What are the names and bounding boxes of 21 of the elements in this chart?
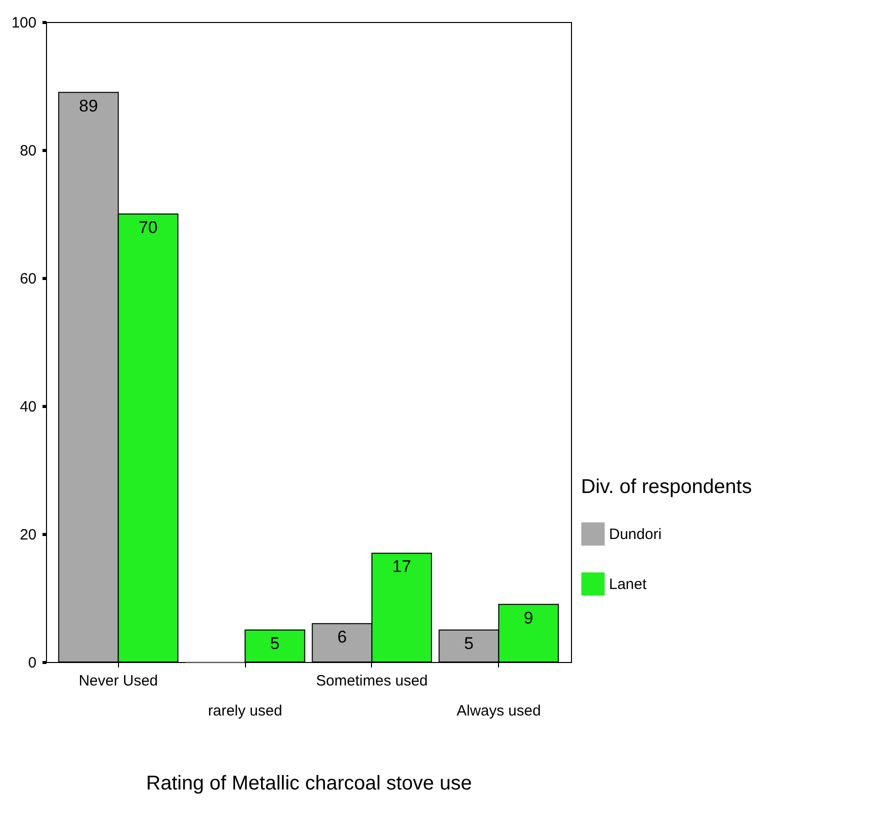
data-label: 6: [337, 628, 347, 647]
data-label: 5: [270, 634, 280, 653]
x-tick-label: Always used: [456, 702, 541, 720]
legend-label: Dundori: [609, 526, 662, 543]
y-tick-label: 40: [20, 398, 36, 416]
data-label: 70: [138, 218, 158, 237]
y-tick-label: 80: [20, 142, 36, 160]
legend-title: Div. of respondents: [581, 476, 752, 498]
x-tick-label: rarely used: [208, 702, 282, 720]
y-tick-label: 20: [20, 526, 36, 544]
y-tick-label: 60: [20, 270, 36, 288]
x-axis-title: Rating of Metallic charcoal stove use: [146, 772, 472, 794]
legend-label: Lanet: [609, 576, 648, 593]
x-tick-label: Sometimes used: [316, 672, 428, 690]
data-label: 17: [392, 557, 412, 576]
y-tick-label: 100: [11, 14, 36, 32]
data-label: 89: [79, 96, 98, 116]
data-label: 9: [524, 608, 534, 628]
x-tick-label: Never Used: [78, 672, 158, 690]
data-label: 5: [464, 634, 474, 653]
y-tick-label: 0: [28, 654, 36, 672]
